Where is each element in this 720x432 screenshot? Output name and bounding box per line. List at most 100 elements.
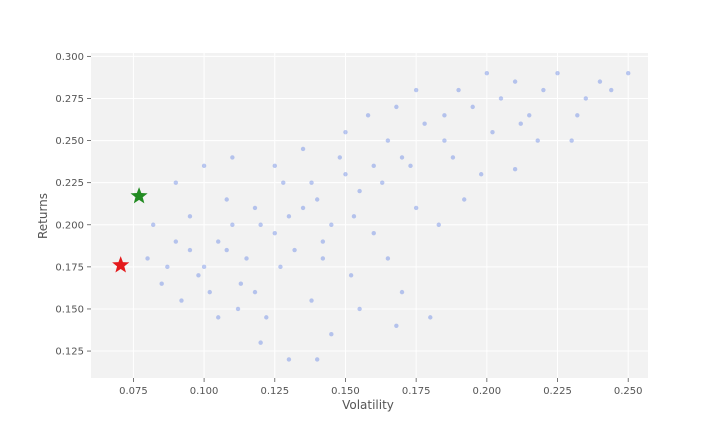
- data-point: [470, 104, 475, 110]
- x-tick-label: 0.075: [119, 386, 148, 397]
- y-tick-label: 0.300: [55, 52, 84, 63]
- data-point: [436, 222, 441, 227]
- y-axis-ticks: 0.125 0.150 0.175 0.200 0.225 0.250 0.275 0.300: [55, 52, 91, 358]
- data-point: [292, 247, 297, 253]
- data-point: [314, 197, 320, 202]
- data-point: [385, 256, 391, 261]
- data-point: [456, 87, 461, 93]
- data-point: [300, 205, 306, 211]
- data-point: [329, 332, 334, 337]
- data-point: [399, 289, 405, 295]
- star-marker: [112, 256, 130, 273]
- data-point: [278, 264, 283, 270]
- data-point: [196, 273, 201, 278]
- data-point: [428, 315, 433, 320]
- data-point: [484, 71, 490, 76]
- data-point: [201, 264, 207, 270]
- data-point: [286, 214, 292, 219]
- data-point: [380, 180, 385, 185]
- x-tick-label: 0.175: [402, 386, 431, 397]
- data-point: [216, 315, 221, 320]
- data-point: [337, 155, 343, 160]
- data-point: [365, 113, 371, 118]
- star-marker: [130, 187, 148, 204]
- x-axis-ticks: 0.075 0.100 0.125 0.150 0.175 0.200 0.225 0.250: [119, 378, 643, 397]
- data-point: [442, 138, 447, 143]
- data-point: [535, 138, 540, 143]
- data-point: [408, 163, 413, 169]
- x-tick-label: 0.200: [473, 386, 502, 397]
- highlight-markers: [112, 187, 148, 273]
- data-point: [224, 247, 229, 253]
- data-point: [597, 79, 603, 84]
- data-point: [394, 104, 399, 110]
- data-point: [145, 256, 150, 261]
- data-point: [320, 256, 326, 261]
- data-point: [272, 230, 277, 236]
- data-point: [159, 281, 164, 286]
- data-point: [348, 273, 354, 278]
- data-point: [478, 172, 484, 177]
- data-point: [518, 121, 523, 126]
- data-point: [173, 180, 179, 185]
- data-point: [252, 205, 258, 211]
- x-tick-label: 0.250: [614, 386, 643, 397]
- data-point: [394, 323, 399, 328]
- data-point: [609, 87, 614, 93]
- data-point: [413, 87, 419, 93]
- y-tick-label: 0.250: [55, 136, 84, 147]
- x-tick-label: 0.225: [543, 386, 572, 397]
- plot-background: [91, 53, 648, 378]
- data-point: [357, 306, 362, 312]
- y-tick-label: 0.175: [55, 262, 84, 273]
- data-point: [224, 197, 229, 202]
- data-point: [541, 87, 546, 93]
- data-point: [309, 180, 314, 185]
- x-tick-label: 0.100: [190, 386, 219, 397]
- data-point: [329, 222, 334, 227]
- data-point: [371, 230, 376, 236]
- data-points: [145, 71, 631, 362]
- data-point: [385, 138, 391, 143]
- y-tick-label: 0.225: [55, 178, 84, 189]
- data-point: [216, 239, 221, 244]
- data-point: [442, 113, 447, 118]
- data-point: [238, 281, 244, 286]
- data-point: [512, 79, 518, 84]
- data-point: [179, 298, 184, 303]
- x-axis-label: Volatility: [342, 398, 394, 412]
- grid-lines: [91, 53, 648, 378]
- data-point: [286, 357, 292, 362]
- data-point: [490, 129, 495, 135]
- data-point: [272, 163, 277, 169]
- data-point: [207, 289, 212, 295]
- data-point: [498, 96, 504, 101]
- y-tick-label: 0.200: [55, 220, 84, 231]
- data-point: [230, 155, 235, 160]
- data-point: [569, 138, 574, 143]
- data-point: [626, 71, 631, 76]
- data-point: [309, 298, 314, 303]
- data-point: [371, 163, 376, 169]
- data-point: [583, 96, 588, 101]
- data-point: [264, 315, 269, 320]
- data-point: [462, 197, 467, 202]
- data-point: [201, 163, 207, 169]
- data-point: [187, 214, 193, 219]
- data-point: [351, 214, 357, 219]
- data-point: [173, 239, 179, 244]
- data-point: [413, 205, 419, 211]
- data-point: [555, 71, 560, 76]
- data-point: [187, 247, 193, 253]
- data-point: [258, 340, 263, 345]
- y-tick-label: 0.150: [55, 304, 84, 315]
- data-point: [343, 172, 348, 177]
- x-tick-label: 0.125: [260, 386, 289, 397]
- data-point: [165, 264, 170, 270]
- data-point: [422, 121, 427, 126]
- data-point: [450, 155, 456, 160]
- data-point: [527, 113, 532, 118]
- data-point: [357, 188, 362, 194]
